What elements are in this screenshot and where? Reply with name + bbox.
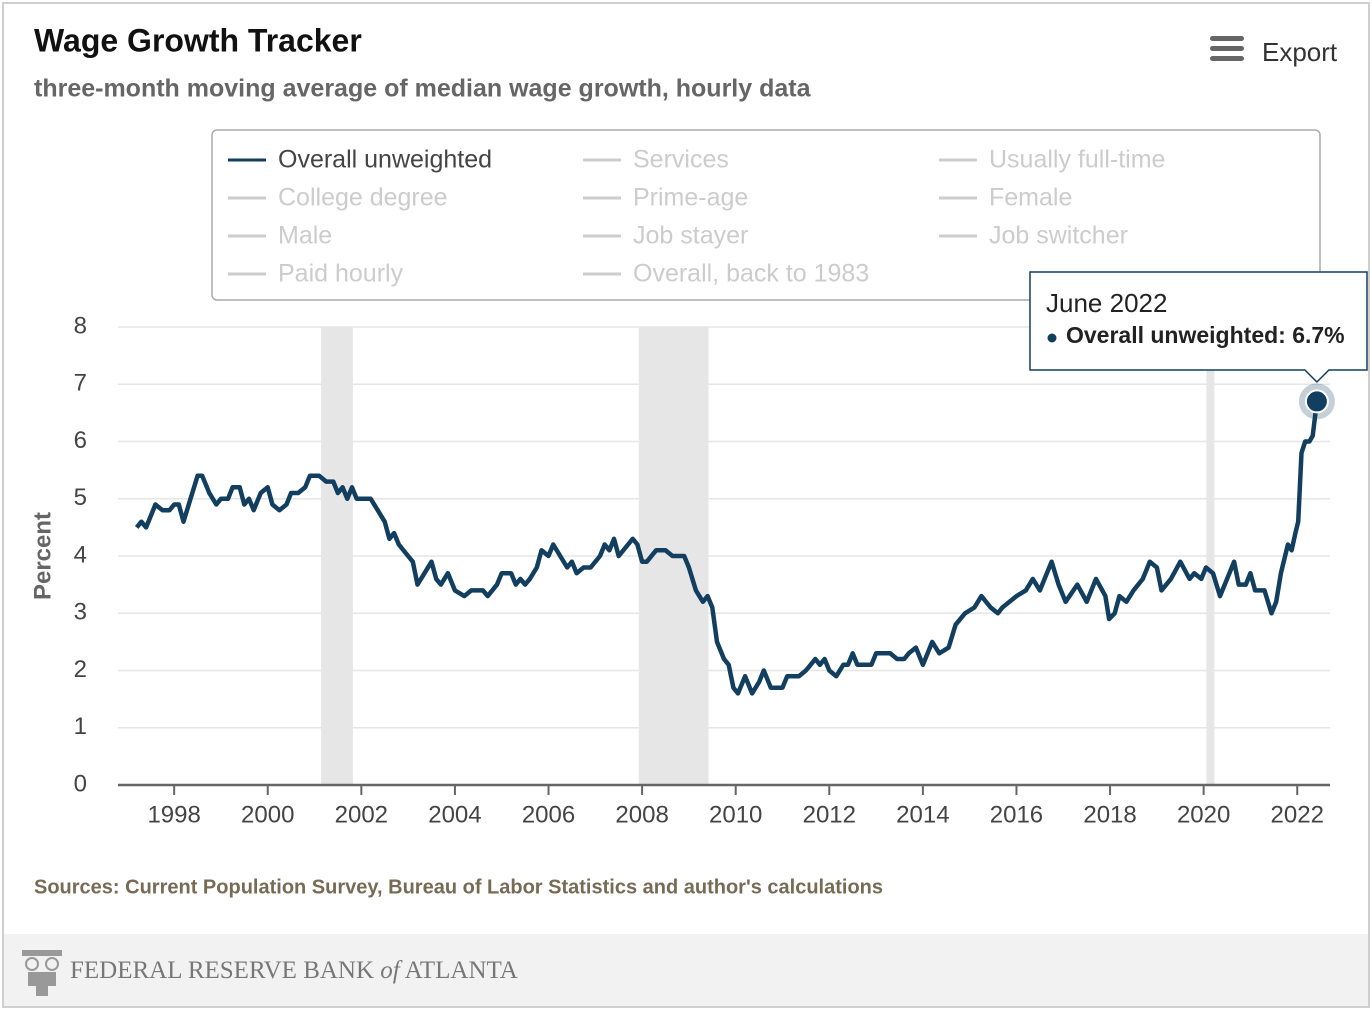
y-axis-label: Percent (29, 512, 56, 600)
export-button[interactable]: Export (1210, 36, 1338, 67)
tooltip-box (1029, 271, 1368, 384)
y-tick-label: 7 (74, 370, 87, 397)
hover-point (1304, 389, 1329, 414)
x-tick-label: 2018 (1083, 801, 1136, 828)
legend-label[interactable]: Usually full-time (989, 146, 1165, 174)
series-line (134, 401, 1320, 696)
legend-label[interactable]: Job stayer (633, 222, 748, 250)
legend-label[interactable]: Prime-age (633, 184, 748, 212)
x-tick-label: 2022 (1271, 801, 1324, 828)
y-tick-label: 1 (74, 713, 87, 740)
footer-part: of (380, 957, 403, 984)
footer-band (4, 934, 1368, 1006)
x-tick-label: 2008 (615, 801, 668, 828)
chart-subtitle: three-month moving average of median wag… (34, 75, 812, 103)
legend-label[interactable]: Job switcher (989, 222, 1128, 250)
logo-part (36, 986, 48, 996)
x-tick-label: 2014 (896, 801, 949, 828)
source-note: Sources: Current Population Survey, Bure… (34, 876, 883, 898)
legend-item[interactable]: Prime-age (583, 184, 748, 212)
legend-label[interactable]: Overall unweighted (278, 146, 492, 174)
tooltip-text: Overall unweighted: 6.7% (1066, 322, 1345, 348)
export-label[interactable]: Export (1262, 37, 1338, 67)
legend-box (211, 129, 1321, 301)
y-tick-label: 4 (74, 541, 87, 568)
footer-text: FEDERAL RESERVE BANK of ATLANTA (70, 957, 518, 984)
menu-icon-bar (1210, 56, 1244, 61)
x-tick-label: 2010 (709, 801, 762, 828)
tooltip: June 2022 Overall unweighted: 6.7% (1029, 271, 1368, 384)
y-tick-label: 5 (74, 484, 87, 511)
legend-item[interactable]: Services (583, 146, 729, 174)
legend-label[interactable]: Paid hourly (278, 260, 404, 288)
fed-logo (22, 950, 62, 996)
footer-part: ATLANTA (405, 957, 518, 984)
legend-label[interactable]: Female (989, 184, 1072, 212)
logo-part (22, 950, 62, 956)
legend-item[interactable]: Female (939, 184, 1072, 212)
footer-part: FEDERAL RESERVE BANK (70, 957, 374, 984)
x-tick-label: 2012 (803, 801, 856, 828)
tooltip-title: June 2022 (1046, 288, 1167, 318)
legend-label[interactable]: Services (633, 146, 729, 174)
legend-item[interactable]: Usually full-time (939, 146, 1165, 174)
y-tick-label: 3 (74, 599, 87, 626)
legend-label[interactable]: Male (278, 222, 332, 250)
legend-item[interactable]: Male (228, 222, 332, 250)
y-tick-label: 6 (74, 427, 87, 454)
tooltip-bullet (1047, 333, 1057, 343)
legend-item[interactable]: Overall, back to 1983 (583, 260, 869, 288)
menu-icon-bar (1210, 46, 1244, 51)
legend-item[interactable]: Overall unweighted (228, 146, 492, 174)
y-tick-label: 8 (74, 312, 87, 339)
menu-icon-bar (1210, 36, 1244, 41)
legend-item[interactable]: Paid hourly (228, 260, 404, 288)
legend-label[interactable]: Overall, back to 1983 (633, 260, 869, 288)
legend-item[interactable]: Job switcher (939, 222, 1128, 250)
x-tick-label: 2016 (990, 801, 1043, 828)
plot-area: 0 1 2 3 4 5 6 7 8 1998 2000 2002 2004 2006 2008 2010 201… (74, 312, 1335, 828)
x-tick-label: 2020 (1177, 801, 1230, 828)
x-tick-label: 2006 (522, 801, 575, 828)
y-tick-label: 2 (74, 656, 87, 683)
legend-item[interactable]: College degree (228, 184, 448, 212)
logo-part (45, 957, 59, 971)
legend-item[interactable]: Job stayer (583, 222, 748, 250)
chart-title: Wage Growth Tracker (34, 22, 362, 58)
logo-part (25, 957, 39, 971)
legend-label[interactable]: College degree (278, 184, 448, 212)
x-tick-label: 2000 (241, 801, 294, 828)
logo-part (28, 972, 56, 986)
x-tick-label: 2004 (428, 801, 481, 828)
x-tick-label: 1998 (147, 801, 200, 828)
y-tick-label: 0 (74, 770, 87, 797)
x-tick-label: 2002 (335, 801, 388, 828)
